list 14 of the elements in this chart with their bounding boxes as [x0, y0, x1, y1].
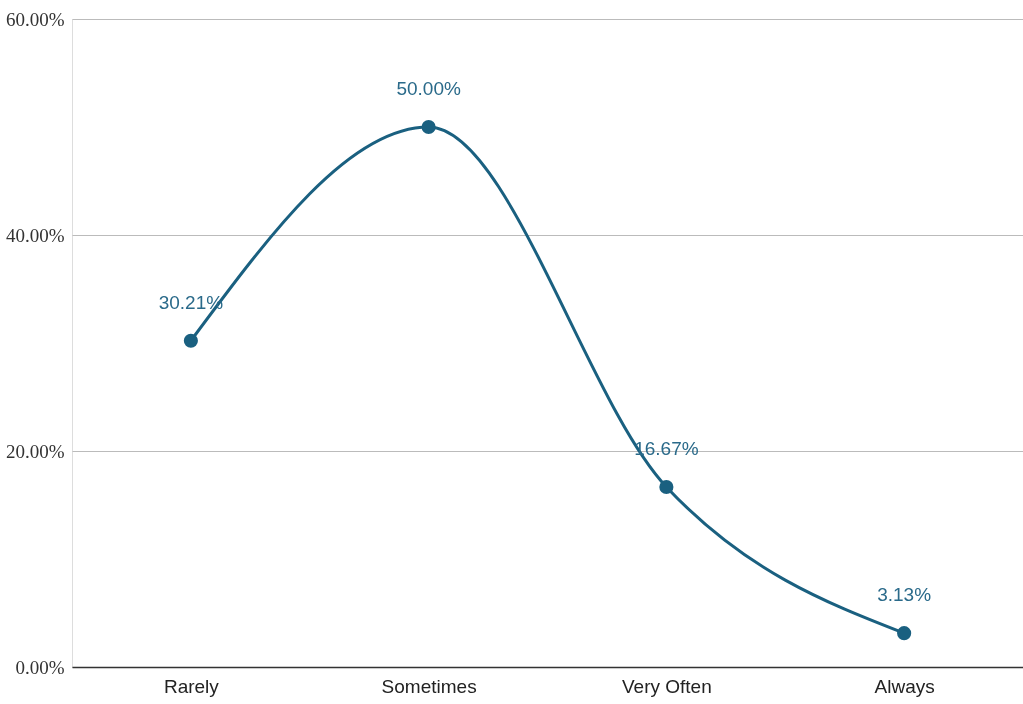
y-tick-label: 0.00%: [15, 656, 65, 678]
point: [897, 626, 912, 641]
x-tick-label: Always: [874, 675, 935, 697]
x-tick-label: Very Often: [621, 675, 712, 697]
y-tick-label: 40.00%: [5, 224, 65, 246]
x-tick-label: Sometimes: [381, 675, 477, 697]
x-tick-label: Rarely: [163, 675, 220, 697]
y-tick-label: 60.00%: [5, 8, 65, 30]
data-label: 50.00%: [396, 78, 461, 99]
point: [421, 119, 436, 135]
point: [659, 479, 674, 495]
data-label: 3.13%: [877, 584, 932, 606]
point: [183, 333, 198, 348]
y-tick-label: 20.00%: [5, 440, 65, 462]
